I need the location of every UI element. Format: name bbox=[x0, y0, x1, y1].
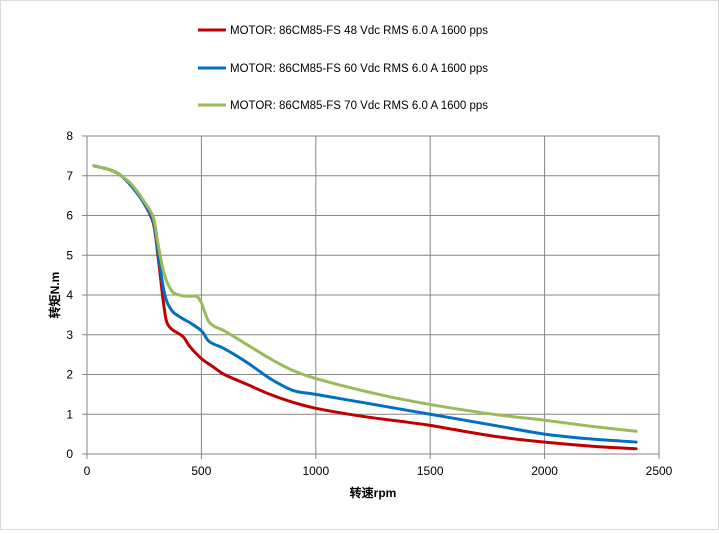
x-tick-label: 1500 bbox=[417, 464, 444, 478]
y-tick-label: 7 bbox=[66, 169, 73, 183]
y-tick-label: 3 bbox=[66, 328, 73, 342]
legend-label-1: MOTOR: 86CM85-FS 48 Vdc RMS 6.0 A 1600 p… bbox=[230, 25, 488, 37]
y-tick-label: 4 bbox=[66, 288, 73, 302]
x-axis-ticks: 0 500 1000 1500 2000 2500 bbox=[84, 454, 673, 478]
legend-label-3: MOTOR: 86CM85-FS 70 Vdc RMS 6.0 A 1600 p… bbox=[230, 100, 488, 112]
y-tick-label: 1 bbox=[66, 407, 73, 421]
x-tick-label: 0 bbox=[84, 464, 91, 478]
series-line-3 bbox=[92, 164, 638, 433]
x-tick-label: 2500 bbox=[646, 464, 673, 478]
y-tick-label: 8 bbox=[66, 129, 73, 143]
y-tick-label: 5 bbox=[66, 248, 73, 262]
y-axis-ticks: 0 1 2 3 4 5 6 7 8 bbox=[66, 129, 87, 461]
series-group bbox=[92, 164, 638, 451]
y-tick-label: 0 bbox=[66, 447, 73, 461]
x-tick-label: 2000 bbox=[531, 464, 558, 478]
y-tick-label: 2 bbox=[66, 368, 73, 382]
legend: MOTOR: 86CM85-FS 48 Vdc RMS 6.0 A 1600 p… bbox=[198, 25, 488, 112]
x-tick-label: 1000 bbox=[302, 464, 329, 478]
x-tick-label: 500 bbox=[191, 464, 211, 478]
y-axis-title: 转矩N.m bbox=[47, 272, 62, 319]
x-axis-title: 转速rpm bbox=[350, 485, 397, 500]
legend-label-2: MOTOR: 86CM85-FS 60 Vdc RMS 6.0 A 1600 p… bbox=[230, 63, 488, 75]
y-tick-label: 6 bbox=[66, 209, 73, 223]
